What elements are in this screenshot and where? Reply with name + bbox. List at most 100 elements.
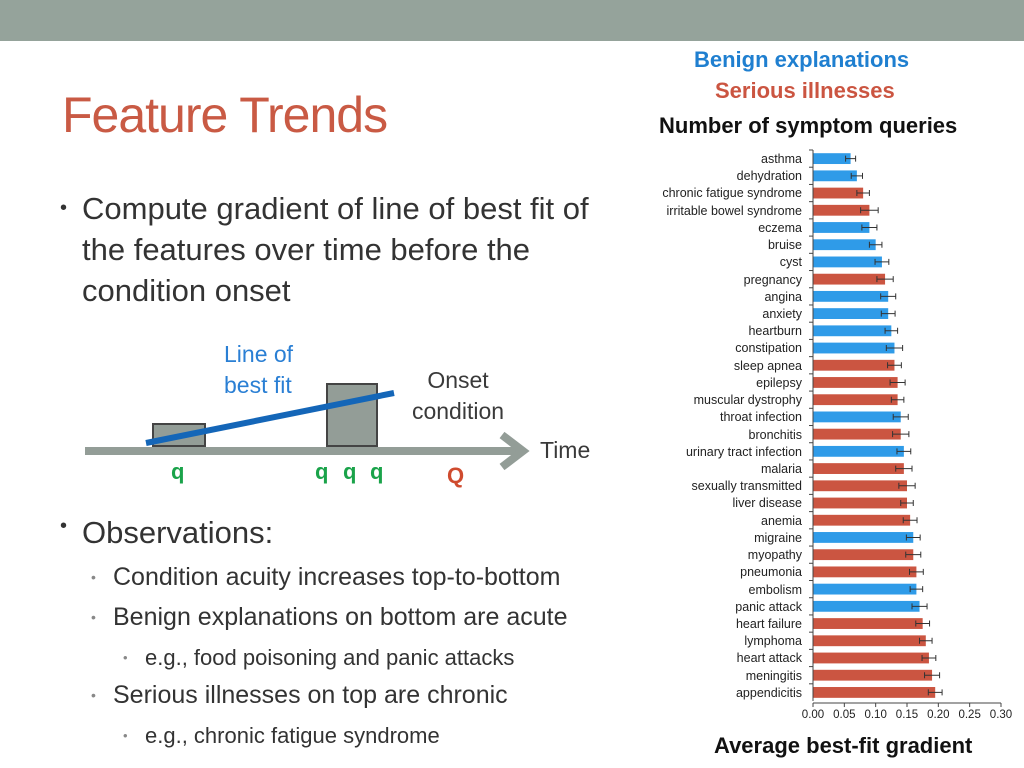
error-bar (856, 190, 870, 197)
bar-migraine (813, 532, 914, 543)
error-bar (892, 431, 910, 438)
category-label: bruise (767, 238, 802, 253)
q-label: q (171, 459, 185, 484)
category-label: pneumonia (740, 565, 802, 580)
error-bar (889, 379, 906, 386)
chart-subtitle: Number of symptom queries (659, 113, 958, 138)
error-bar (909, 586, 924, 593)
category-label: throat infection (720, 410, 802, 425)
category-label: cyst (779, 255, 802, 270)
category-label: heart failure (735, 616, 802, 631)
best-fit-line (145, 390, 395, 446)
error-bar (876, 276, 894, 283)
category-label: pregnancy (743, 272, 802, 287)
time-label: Time (540, 437, 591, 463)
bar-asthma (813, 153, 851, 165)
category-label: muscular dystrophy (693, 393, 802, 408)
sub-bullet-text: Serious illnesses on top are chronic (113, 681, 508, 709)
category-label: meningitis (745, 668, 802, 683)
error-bar (850, 172, 864, 179)
category-label: epilepsy (756, 375, 802, 390)
x-tick-label: 0.05 (833, 709, 856, 721)
query-cluster-box (326, 383, 378, 447)
onset-label: Onset condition (402, 365, 514, 427)
x-tick-label: 0.15 (895, 709, 919, 721)
line-label-2: best fit (224, 372, 292, 398)
bar-chronic-fatigue-syndrome (813, 187, 864, 199)
line-label-1: Line of (224, 341, 294, 367)
bar-bronchitis (813, 428, 901, 440)
bar-appendicitis (813, 687, 936, 698)
sub-bullet-text: Benign explanations on bottom are acute (113, 603, 568, 631)
bar-embolism (813, 583, 917, 595)
top-banner (0, 0, 1024, 41)
x-tick-label: 0.20 (927, 709, 950, 721)
x-tick-label: 0.00 (801, 709, 825, 721)
category-label: constipation (735, 341, 802, 356)
bar-myopathy (813, 549, 914, 561)
error-bar (861, 224, 878, 231)
bar-throat-infection (813, 411, 901, 423)
category-label: migraine (754, 530, 802, 545)
legend-benign: Benign explanations (694, 47, 910, 72)
q-label: q (370, 459, 384, 484)
error-bar (892, 413, 909, 420)
category-label: asthma (761, 152, 802, 166)
q-label: q (343, 459, 357, 484)
slide-title: Feature Trends (62, 87, 388, 143)
error-bar (919, 637, 933, 644)
bar-malaria (813, 463, 904, 474)
x-tick-label: 0.30 (989, 709, 1013, 721)
onset-diagram (85, 383, 530, 471)
x-axis-label: Average best-fit gradient (714, 733, 973, 758)
onset-q-label: Q (447, 463, 465, 488)
bar-heart-attack (813, 652, 929, 664)
bullet-dot: • (60, 197, 68, 219)
line-label: Line of best fit (224, 339, 293, 401)
error-bar (905, 551, 922, 558)
bar-lymphoma (813, 635, 926, 647)
error-bar (924, 672, 941, 679)
category-label: malaria (761, 461, 802, 476)
bar-anemia (813, 514, 911, 526)
error-bar (860, 207, 879, 214)
bar-dehydration (813, 170, 857, 182)
category-label: urinary tract infection (685, 444, 802, 459)
error-bar (880, 293, 897, 300)
error-bar (911, 603, 928, 610)
error-bar (890, 396, 905, 403)
bar-anxiety (813, 308, 889, 319)
error-bar (845, 155, 857, 162)
category-label: eczema (758, 220, 802, 235)
x-tick-label: 0.25 (958, 709, 981, 721)
category-label: liver disease (732, 496, 802, 511)
category-label: dehydration (736, 169, 802, 184)
error-bar (898, 482, 916, 489)
bar-eczema (813, 222, 870, 233)
category-label: anemia (761, 513, 802, 528)
error-bar (915, 620, 931, 627)
error-bar (895, 465, 913, 472)
x-tick-label: 0.10 (864, 709, 887, 721)
category-label: angina (764, 289, 802, 304)
bullet-dot: • (123, 728, 128, 743)
bar-constipation (813, 342, 895, 354)
bullet-dot: • (123, 650, 128, 665)
category-label: appendicitis (735, 685, 802, 700)
q-label: q (315, 459, 329, 484)
bullet-dot: • (91, 687, 96, 703)
bar-epilepsy (813, 377, 898, 388)
bar-meningitis (813, 669, 933, 681)
onset-label-1: Onset (427, 367, 489, 393)
error-bar (896, 448, 912, 455)
bullet-dot: • (91, 609, 96, 625)
category-label: sleep apnea (733, 358, 802, 373)
observations-label: Observations: (82, 515, 274, 550)
error-bar (905, 534, 921, 541)
bar-cyst (813, 256, 882, 268)
sub-sub-bullet-text: e.g., food poisoning and panic attacks (145, 645, 515, 670)
bar-heart-failure (813, 618, 923, 629)
bar-bruise (813, 239, 876, 251)
legend-serious: Serious illnesses (715, 78, 895, 103)
bar-irritable-bowel-syndrome (813, 204, 870, 216)
